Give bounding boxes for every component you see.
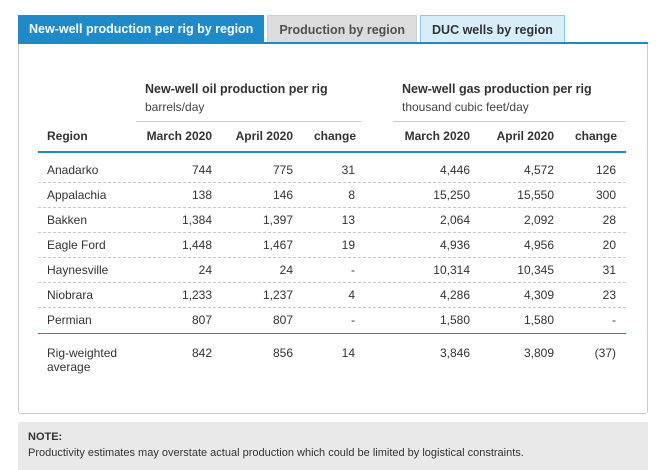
cell-gas-march: 4,286 <box>439 288 470 302</box>
row-divider <box>38 207 626 208</box>
cell-gas-change: 31 <box>602 263 616 277</box>
total-label-line1: Rig-weighted <box>47 346 118 360</box>
cell-region: Appalachia <box>47 188 107 202</box>
cell-oil-change: 8 <box>348 188 355 202</box>
cell-gas-change: - <box>612 313 616 327</box>
cell-oil-april: 1,237 <box>262 288 293 302</box>
cell-oil-change: - <box>351 313 355 327</box>
cell-oil-change: 13 <box>341 213 355 227</box>
cell-region: Eagle Ford <box>47 238 106 252</box>
header-region: Region <box>47 129 88 143</box>
tab-production-by-region[interactable]: Production by region <box>267 15 418 43</box>
gas-group-unit: thousand cubic feet/day <box>402 100 529 114</box>
oil-group-rule <box>136 121 362 122</box>
cell-oil-april: 1,467 <box>262 238 293 252</box>
cell-oil-march: 807 <box>191 313 212 327</box>
cell-oil-march: 1,233 <box>181 288 212 302</box>
cell-oil-april: 775 <box>272 163 293 177</box>
tab-new-well-production[interactable]: New-well production per rig by region <box>18 15 265 43</box>
table-row: Permian 807 807 - 1,580 1,580 - <box>38 308 626 333</box>
table-row: Anadarko 744 775 31 4,446 4,572 126 <box>38 158 626 183</box>
cell-region: Bakken <box>47 213 88 227</box>
cell-oil-march: 744 <box>191 163 212 177</box>
cell-gas-march: 15,250 <box>433 188 470 202</box>
row-divider <box>38 257 626 258</box>
cell-region: Permian <box>47 313 92 327</box>
table-row: Niobrara 1,233 1,237 4 4,286 4,309 23 <box>38 283 626 308</box>
header-oil-march: March 2020 <box>146 129 212 143</box>
cell-oil-april: 146 <box>272 188 293 202</box>
cell-oil-march: 138 <box>191 188 212 202</box>
header-rule <box>38 151 626 153</box>
table-row: Bakken 1,384 1,397 13 2,064 2,092 28 <box>38 208 626 233</box>
cell-oil-march: 1,384 <box>181 213 212 227</box>
cell-oil-april: 1,397 <box>262 213 293 227</box>
cell-oil-change: - <box>351 263 355 277</box>
gas-group-rule <box>393 121 626 122</box>
tab-underline <box>18 42 648 44</box>
note-text: Productivity estimates may overstate act… <box>28 447 524 459</box>
header-oil-april: April 2020 <box>235 129 293 143</box>
cell-gas-april: 15,550 <box>517 188 554 202</box>
cell-gas-change: 28 <box>602 213 616 227</box>
total-gas-change: (37) <box>594 346 616 360</box>
cell-gas-march: 4,936 <box>439 238 470 252</box>
cell-oil-change: 19 <box>341 238 355 252</box>
total-gas-april: 3,809 <box>523 346 554 360</box>
cell-gas-change: 300 <box>595 188 616 202</box>
tab-bar: New-well production per rig by region Pr… <box>18 15 565 43</box>
total-gas-march: 3,846 <box>439 346 470 360</box>
cell-oil-change: 4 <box>348 288 355 302</box>
cell-oil-march: 1,448 <box>181 238 212 252</box>
cell-oil-april: 807 <box>272 313 293 327</box>
gas-group-title: New-well gas production per rig <box>402 82 592 96</box>
cell-region: Niobrara <box>47 288 94 302</box>
row-divider <box>38 232 626 233</box>
cell-gas-march: 4,446 <box>439 163 470 177</box>
total-oil-april: 856 <box>272 346 293 360</box>
header-gas-april: April 2020 <box>496 129 554 143</box>
header-oil-change: change <box>313 129 356 143</box>
cell-oil-april: 24 <box>279 263 293 277</box>
tab-duc-wells[interactable]: DUC wells by region <box>420 15 565 43</box>
cell-region: Anadarko <box>47 163 99 177</box>
note-box: NOTE: Productivity estimates may oversta… <box>18 422 648 470</box>
cell-gas-april: 4,309 <box>523 288 554 302</box>
oil-group-title: New-well oil production per rig <box>145 82 328 96</box>
total-rule <box>38 333 626 334</box>
cell-oil-change: 31 <box>341 163 355 177</box>
cell-gas-change: 23 <box>602 288 616 302</box>
table-row: Appalachia 138 146 8 15,250 15,550 300 <box>38 183 626 208</box>
total-label-line2: average <box>47 360 91 374</box>
cell-gas-change: 126 <box>595 163 616 177</box>
cell-gas-april: 1,580 <box>523 313 554 327</box>
cell-gas-march: 1,580 <box>439 313 470 327</box>
total-oil-march: 842 <box>191 346 212 360</box>
cell-oil-march: 24 <box>198 263 212 277</box>
row-divider <box>38 307 626 308</box>
cell-gas-april: 10,345 <box>517 263 554 277</box>
cell-gas-april: 4,956 <box>523 238 554 252</box>
cell-gas-change: 20 <box>602 238 616 252</box>
total-row: Rig-weighted average 842 856 14 3,846 3,… <box>38 346 626 376</box>
oil-group-unit: barrels/day <box>145 100 205 114</box>
cell-gas-april: 2,092 <box>523 213 554 227</box>
row-divider <box>38 282 626 283</box>
cell-gas-march: 2,064 <box>439 213 470 227</box>
note-title: NOTE: <box>28 431 63 443</box>
cell-gas-march: 10,314 <box>433 263 470 277</box>
total-oil-change: 14 <box>341 346 355 360</box>
table-row: Eagle Ford 1,448 1,467 19 4,936 4,956 20 <box>38 233 626 258</box>
cell-region: Haynesville <box>47 263 109 277</box>
header-gas-change: change <box>574 129 617 143</box>
row-divider <box>38 182 626 183</box>
table-panel <box>18 44 648 414</box>
cell-gas-april: 4,572 <box>523 163 554 177</box>
header-gas-march: March 2020 <box>404 129 470 143</box>
table-row: Haynesville 24 24 - 10,314 10,345 31 <box>38 258 626 283</box>
